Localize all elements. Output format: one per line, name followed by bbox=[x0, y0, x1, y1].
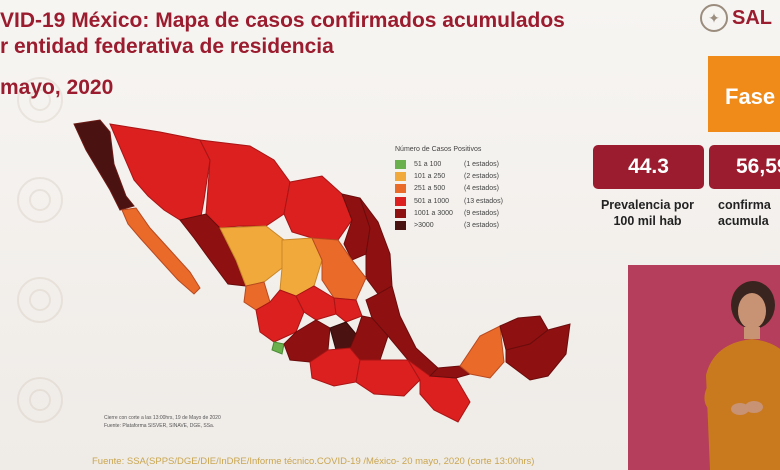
legend-count: (13 estados) bbox=[464, 197, 503, 205]
confirmados-caption-line-1: confirma bbox=[718, 198, 771, 212]
legend-count: (2 estados) bbox=[464, 172, 500, 180]
interpreter-figure bbox=[704, 281, 780, 470]
legend-swatch bbox=[395, 171, 406, 181]
state-hidalgo bbox=[333, 297, 363, 323]
confirmados-caption-line-2: acumula bbox=[718, 214, 769, 228]
legend-swatch bbox=[395, 159, 406, 169]
sign-language-interpreter-video bbox=[628, 265, 780, 470]
fase-badge: Fase bbox=[708, 56, 780, 132]
legend-item: 101 a 250 (2 estados) bbox=[395, 170, 503, 182]
page-title: VID-19 México: Mapa de casos confirmados… bbox=[0, 8, 565, 60]
prevalencia-value: 44.3 bbox=[628, 155, 669, 178]
state-quintana-roo bbox=[505, 323, 571, 381]
salud-logo: ✦ SAL bbox=[700, 0, 780, 36]
legend-swatch bbox=[395, 221, 406, 231]
legend-range: 251 a 500 bbox=[414, 185, 446, 193]
legend-item: 51 a 100 (1 estados) bbox=[395, 158, 503, 170]
legend-range: >3000 bbox=[414, 222, 434, 230]
prevalencia-card: 44.3 bbox=[593, 145, 704, 189]
legend-range: 501 a 1000 bbox=[414, 197, 450, 205]
map-source-note: Fuente: Plataforma SISVER, SINAVE, DGE, … bbox=[104, 423, 215, 429]
legend-range: 51 a 100 bbox=[414, 160, 442, 168]
mexico-choropleth-map bbox=[73, 119, 571, 423]
logo-text: SAL bbox=[732, 6, 772, 29]
legend-range: 1001 a 3000 bbox=[414, 209, 453, 217]
title-line-1: VID-19 México: Mapa de casos confirmados… bbox=[0, 9, 565, 32]
state-baja-california bbox=[73, 119, 135, 211]
confirmados-value: 56,59 bbox=[736, 155, 780, 178]
legend-swatch bbox=[395, 184, 406, 194]
state-campeche bbox=[459, 325, 505, 379]
map-legend: Número de Casos Positivos 51 a 100 (1 es… bbox=[395, 146, 503, 232]
decorative-pattern bbox=[17, 77, 63, 423]
legend-count: (1 estados) bbox=[464, 160, 500, 168]
legend-range: 101 a 250 bbox=[414, 172, 446, 180]
state-chihuahua bbox=[199, 139, 291, 229]
title-line-2: r entidad federativa de residencia bbox=[0, 35, 334, 58]
map-cut-note: Cierre con corte a las 13:00hrs, 19 de M… bbox=[104, 415, 221, 421]
confirmados-caption: confirma acumula bbox=[713, 197, 780, 229]
legend-count: (9 estados) bbox=[464, 209, 500, 217]
footer-source: Fuente: SSA(SPPS/DGE/DIE/InDRE/Informe t… bbox=[92, 456, 535, 467]
slide-date: mayo, 2020 bbox=[0, 76, 114, 99]
legend-swatch bbox=[395, 196, 406, 206]
legend-item: 251 a 500 (4 estados) bbox=[395, 183, 503, 195]
map-notes: Cierre con corte a las 13:00hrs, 19 de M… bbox=[104, 414, 221, 430]
confirmados-card: 56,59 bbox=[709, 145, 780, 189]
mexico-seal-icon: ✦ bbox=[700, 4, 728, 32]
state-durango bbox=[219, 225, 285, 287]
legend-title: Número de Casos Positivos bbox=[395, 146, 482, 153]
prevalencia-caption-line-1: Prevalencia por bbox=[600, 198, 695, 212]
legend-item: 501 a 1000 (13 estados) bbox=[395, 195, 503, 207]
state-michoacan bbox=[283, 319, 331, 363]
legend-item: >3000 (3 estados) bbox=[395, 219, 503, 231]
prevalencia-caption: Prevalencia por 100 mil hab bbox=[585, 197, 710, 229]
legend-swatch bbox=[395, 208, 406, 218]
state-colima bbox=[271, 341, 285, 355]
legend-count: (3 estados) bbox=[464, 222, 500, 230]
state-baja-california-sur bbox=[121, 207, 201, 295]
legend-item: 1001 a 3000 (9 estados) bbox=[395, 207, 503, 219]
state-coahuila bbox=[283, 175, 353, 241]
state-oaxaca bbox=[355, 359, 421, 397]
prevalencia-caption-line-2: 100 mil hab bbox=[613, 214, 682, 228]
legend-count: (4 estados) bbox=[464, 185, 500, 193]
